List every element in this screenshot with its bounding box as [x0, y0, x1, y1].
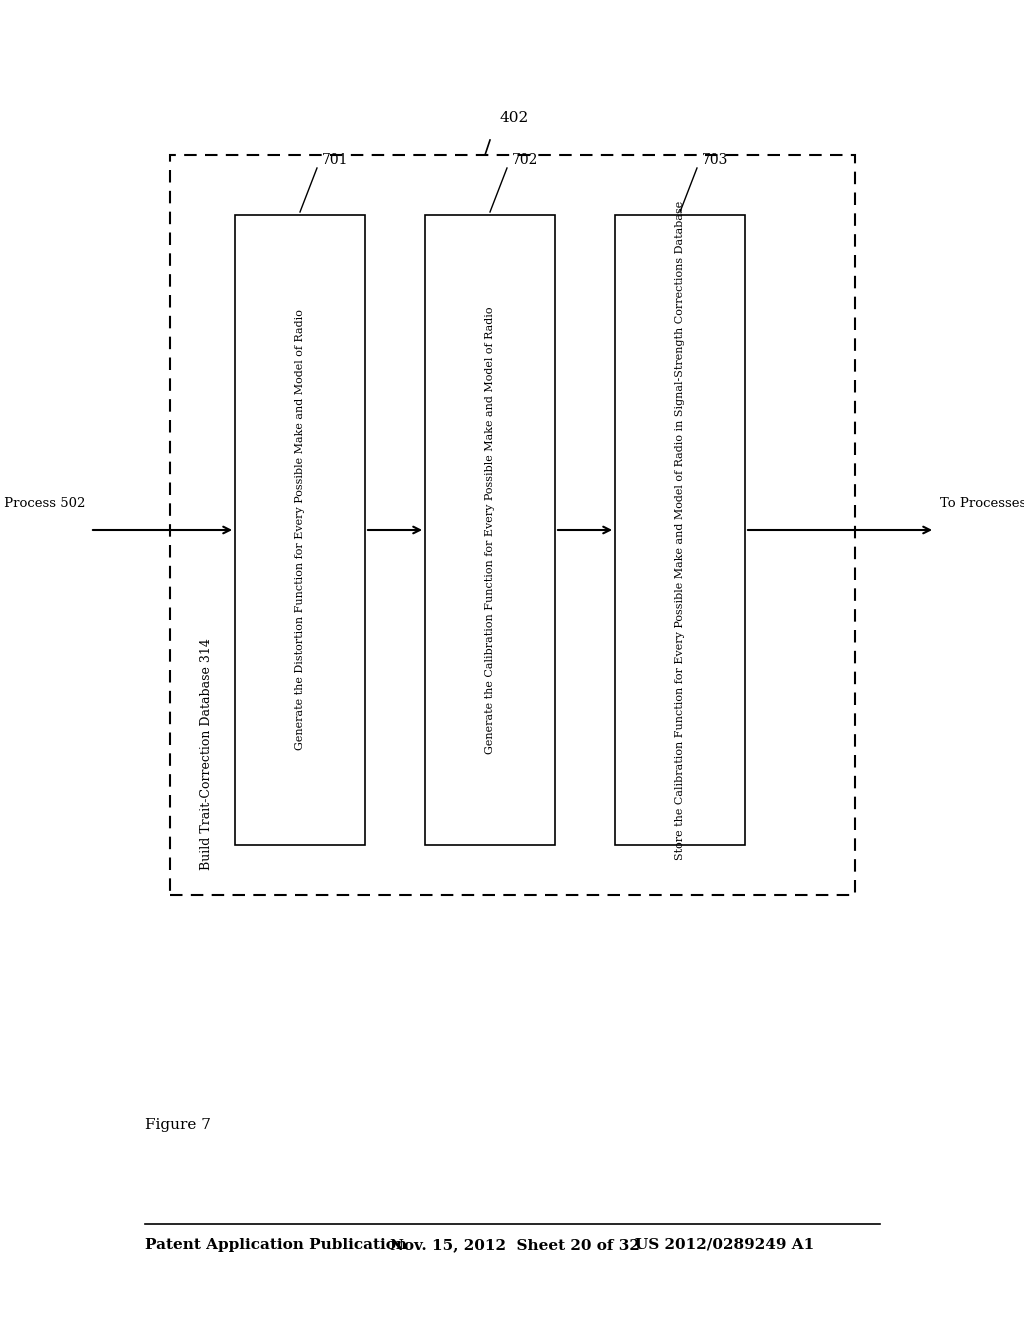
- Text: Generate the Distortion Function for Every Possible Make and Model of Radio: Generate the Distortion Function for Eve…: [295, 310, 305, 751]
- Text: Generate the Calibration Function for Every Possible Make and Model of Radio: Generate the Calibration Function for Ev…: [485, 306, 495, 754]
- Text: 402: 402: [500, 111, 529, 125]
- Text: US 2012/0289249 A1: US 2012/0289249 A1: [635, 1238, 814, 1251]
- Text: Build Trait-Correction Database 314: Build Trait-Correction Database 314: [200, 638, 213, 870]
- Bar: [170, 154, 855, 895]
- Bar: [234, 215, 365, 845]
- Text: 703: 703: [702, 153, 728, 168]
- Text: Figure 7: Figure 7: [145, 1118, 211, 1133]
- Bar: [615, 215, 745, 845]
- Text: Nov. 15, 2012  Sheet 20 of 32: Nov. 15, 2012 Sheet 20 of 32: [390, 1238, 640, 1251]
- Text: From Process 502: From Process 502: [0, 498, 85, 510]
- Text: Store the Calibration Function for Every Possible Make and Model of Radio in Sig: Store the Calibration Function for Every…: [675, 201, 685, 859]
- Text: 702: 702: [512, 153, 539, 168]
- Text: 701: 701: [322, 153, 348, 168]
- Bar: [425, 215, 555, 845]
- Text: To Processes 402 and 403: To Processes 402 and 403: [940, 498, 1024, 510]
- Text: Patent Application Publication: Patent Application Publication: [145, 1238, 407, 1251]
